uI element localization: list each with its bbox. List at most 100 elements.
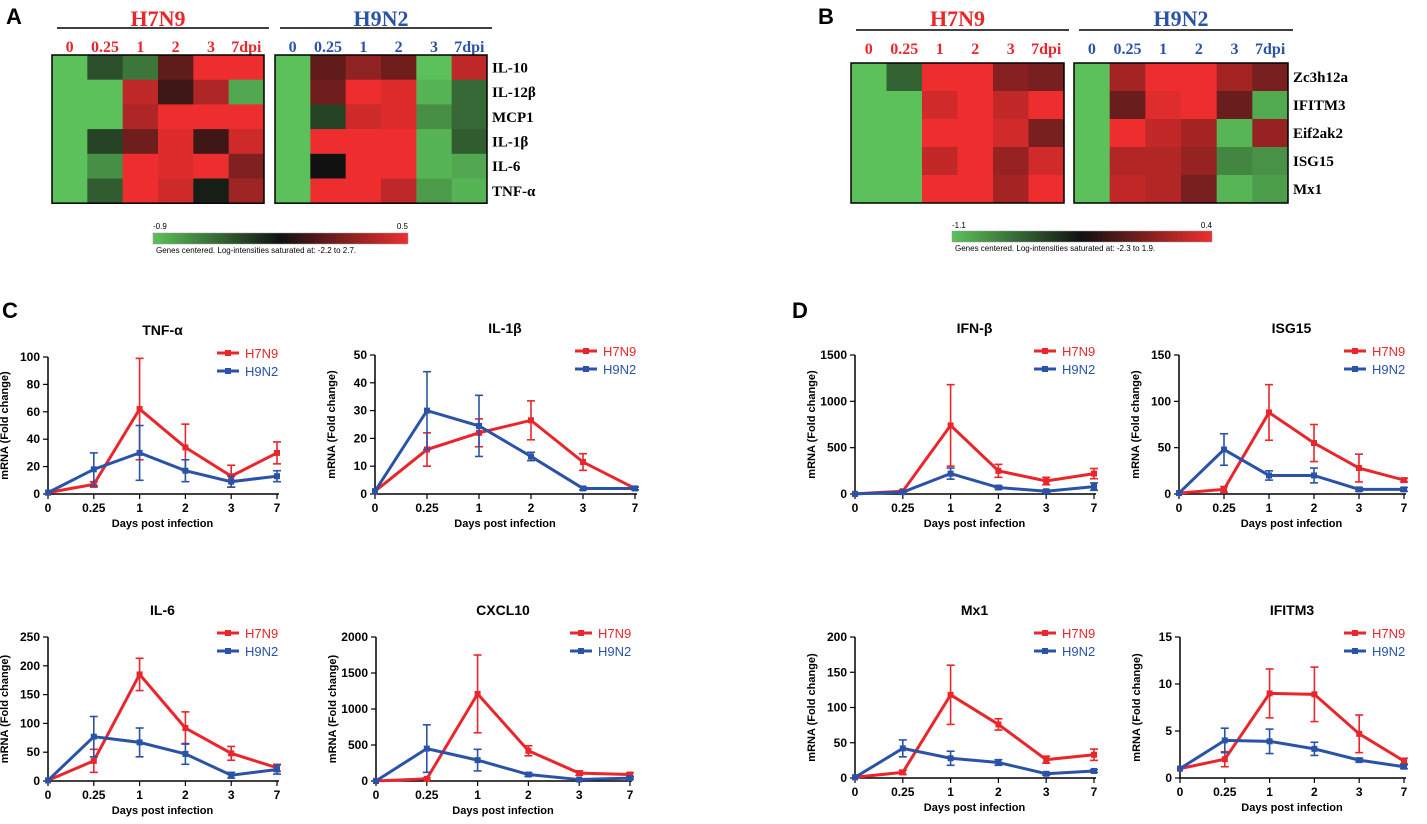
series-h9n2 xyxy=(852,467,1098,497)
data-point xyxy=(947,691,954,698)
series-h7n9 xyxy=(373,654,634,784)
heatmap-cell xyxy=(1145,63,1182,92)
data-point xyxy=(1091,767,1097,774)
series-line xyxy=(47,406,278,495)
legend-label: H7N9 xyxy=(1372,344,1405,359)
heatmap-cell xyxy=(1181,119,1218,148)
data-point xyxy=(995,721,1002,728)
chart-title: TNF-α xyxy=(142,322,183,338)
legend-marker xyxy=(225,630,231,636)
data-point xyxy=(182,750,189,757)
series-line xyxy=(854,746,1095,779)
data-point xyxy=(525,747,532,754)
data-point xyxy=(1311,440,1317,447)
colorbar xyxy=(152,232,409,245)
data-point xyxy=(947,755,954,762)
data-point xyxy=(1356,486,1362,493)
heatmap-cell xyxy=(957,63,994,92)
y-axis-label: mRNA (Fold change) xyxy=(327,654,339,763)
y-tick-label: 10 xyxy=(354,459,368,473)
y-tick-label: 50 xyxy=(1158,441,1172,455)
heatmap-cell xyxy=(228,55,265,81)
data-point xyxy=(423,745,430,752)
y-tick-label: 200 xyxy=(827,630,847,644)
colorbar-max: 0.4 xyxy=(1201,221,1213,230)
chart-title: ISG15 xyxy=(1272,320,1312,336)
x-tick-label: 2 xyxy=(995,501,1002,515)
data-point xyxy=(1043,478,1050,485)
heatmap-cell xyxy=(87,104,124,130)
day-label: 2 xyxy=(395,39,403,56)
data-point xyxy=(525,771,532,778)
heatmap-cell xyxy=(122,104,159,130)
day-label: 1 xyxy=(136,39,144,56)
x-tick-label: 0.25 xyxy=(82,788,106,802)
heatmap-cell xyxy=(122,79,159,105)
heatmap-cell xyxy=(381,79,417,105)
gene-label: IFITM3 xyxy=(1293,98,1346,114)
y-tick-label: 80 xyxy=(27,377,41,391)
x-axis-label: Days post infection xyxy=(112,518,214,530)
heatmap-cell xyxy=(1252,63,1289,92)
series-line xyxy=(46,735,278,782)
heatmap-cell xyxy=(993,119,1029,148)
heatmap-border xyxy=(51,54,265,204)
x-tick-label: 1 xyxy=(136,501,143,515)
x-tick-label: 1 xyxy=(476,501,483,515)
heatmap-cell xyxy=(886,147,923,176)
day-label: 0 xyxy=(289,39,297,56)
x-tick-label: 7 xyxy=(1401,501,1408,515)
series-line xyxy=(47,451,278,494)
y-tick-label: 15 xyxy=(1159,630,1173,644)
heatmap-cell xyxy=(1109,175,1146,204)
heatmap-cell xyxy=(886,175,923,204)
heatmap-cell xyxy=(1074,175,1111,204)
colorbar xyxy=(951,230,1213,243)
gene-label: Eif2ak2 xyxy=(1293,126,1343,142)
x-tick-label: 0 xyxy=(1176,501,1183,515)
y-tick-label: 1500 xyxy=(341,666,368,680)
heatmap-cell xyxy=(416,178,453,204)
y-tick-label: 0 xyxy=(360,487,367,501)
x-tick-label: 3 xyxy=(228,788,235,802)
heatmap-cell xyxy=(851,175,887,204)
legend-marker xyxy=(1042,648,1048,654)
heatmap-cell xyxy=(1074,91,1111,120)
heatmap-cell xyxy=(1145,147,1182,176)
heatmap-cell xyxy=(1109,63,1146,92)
data-point xyxy=(1311,745,1318,752)
data-point xyxy=(45,777,51,784)
heatmap-cell xyxy=(275,55,311,81)
data-point xyxy=(228,478,235,485)
x-tick-label: 7 xyxy=(632,501,639,515)
heatmap-cell xyxy=(1109,147,1146,176)
heatmap-cell xyxy=(158,129,194,155)
heatmap-cell xyxy=(193,79,230,105)
gene-label: IL-6 xyxy=(492,159,521,175)
x-tick-label: 1 xyxy=(947,501,954,515)
heatmap-cell xyxy=(310,104,347,130)
data-point xyxy=(274,766,280,773)
data-point xyxy=(1311,472,1317,479)
x-tick-label: 0.25 xyxy=(415,788,439,802)
data-point xyxy=(1266,690,1273,697)
legend-marker xyxy=(583,366,589,372)
heatmap-cell xyxy=(1109,119,1146,148)
data-point xyxy=(1043,488,1050,495)
y-tick-label: 0 xyxy=(361,774,368,788)
data-point xyxy=(182,725,189,732)
data-point xyxy=(1091,483,1097,490)
x-tick-label: 2 xyxy=(528,501,535,515)
heatmap-cell xyxy=(381,178,417,204)
heatmap-cell xyxy=(1252,91,1289,120)
x-tick-label: 3 xyxy=(1356,501,1363,515)
x-tick-label: 1 xyxy=(947,785,954,799)
day-label: 3 xyxy=(1007,41,1015,58)
y-tick-label: 150 xyxy=(20,688,40,702)
colorbar-min: -1.1 xyxy=(952,221,966,230)
y-tick-label: 1000 xyxy=(341,702,368,716)
data-point xyxy=(899,745,906,752)
day-label: 0.25 xyxy=(314,39,342,56)
gene-label: ISG15 xyxy=(1293,154,1334,170)
day-label: 1 xyxy=(359,39,367,56)
